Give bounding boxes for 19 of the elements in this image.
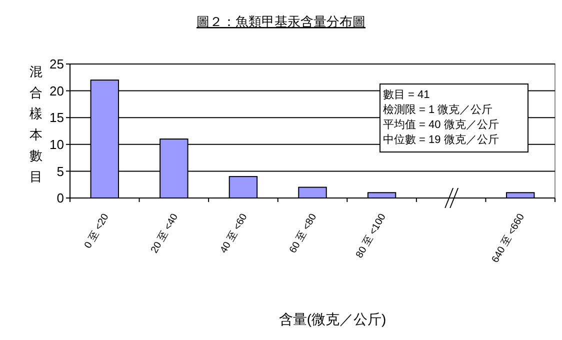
annotation: 檢測限 = 1 微克／公斤 (383, 103, 493, 116)
y-tick-label: 15 (50, 110, 64, 126)
y-tick-label: 20 (50, 83, 64, 98)
y-tick-label: 5 (56, 164, 64, 179)
y-axis-title: 混合樣本數目 (30, 64, 42, 184)
x-tick-label: 0 至 <20 (82, 212, 112, 250)
annotation: 中位數 = 19 微克／公斤 (383, 133, 499, 146)
x-tick-label: 40 至 <60 (218, 212, 250, 256)
x-axis-title: 含量(微克／公斤) (278, 311, 386, 327)
bar (228, 176, 258, 198)
bar (298, 186, 327, 198)
annotation: 數目 = 41 (383, 89, 430, 101)
y-tick-label: 10 (50, 136, 64, 152)
annotation: 平均值 = 40 微克／公斤 (383, 118, 499, 131)
y-tick-label: 25 (50, 56, 64, 72)
y-tick-label: 0 (56, 190, 64, 206)
chart-title: 圖２：魚類甲基汞含量分布圖 (196, 14, 366, 29)
x-tick-label: 20 至 <40 (149, 212, 181, 256)
x-tick-label: 60 至 <80 (288, 212, 320, 256)
